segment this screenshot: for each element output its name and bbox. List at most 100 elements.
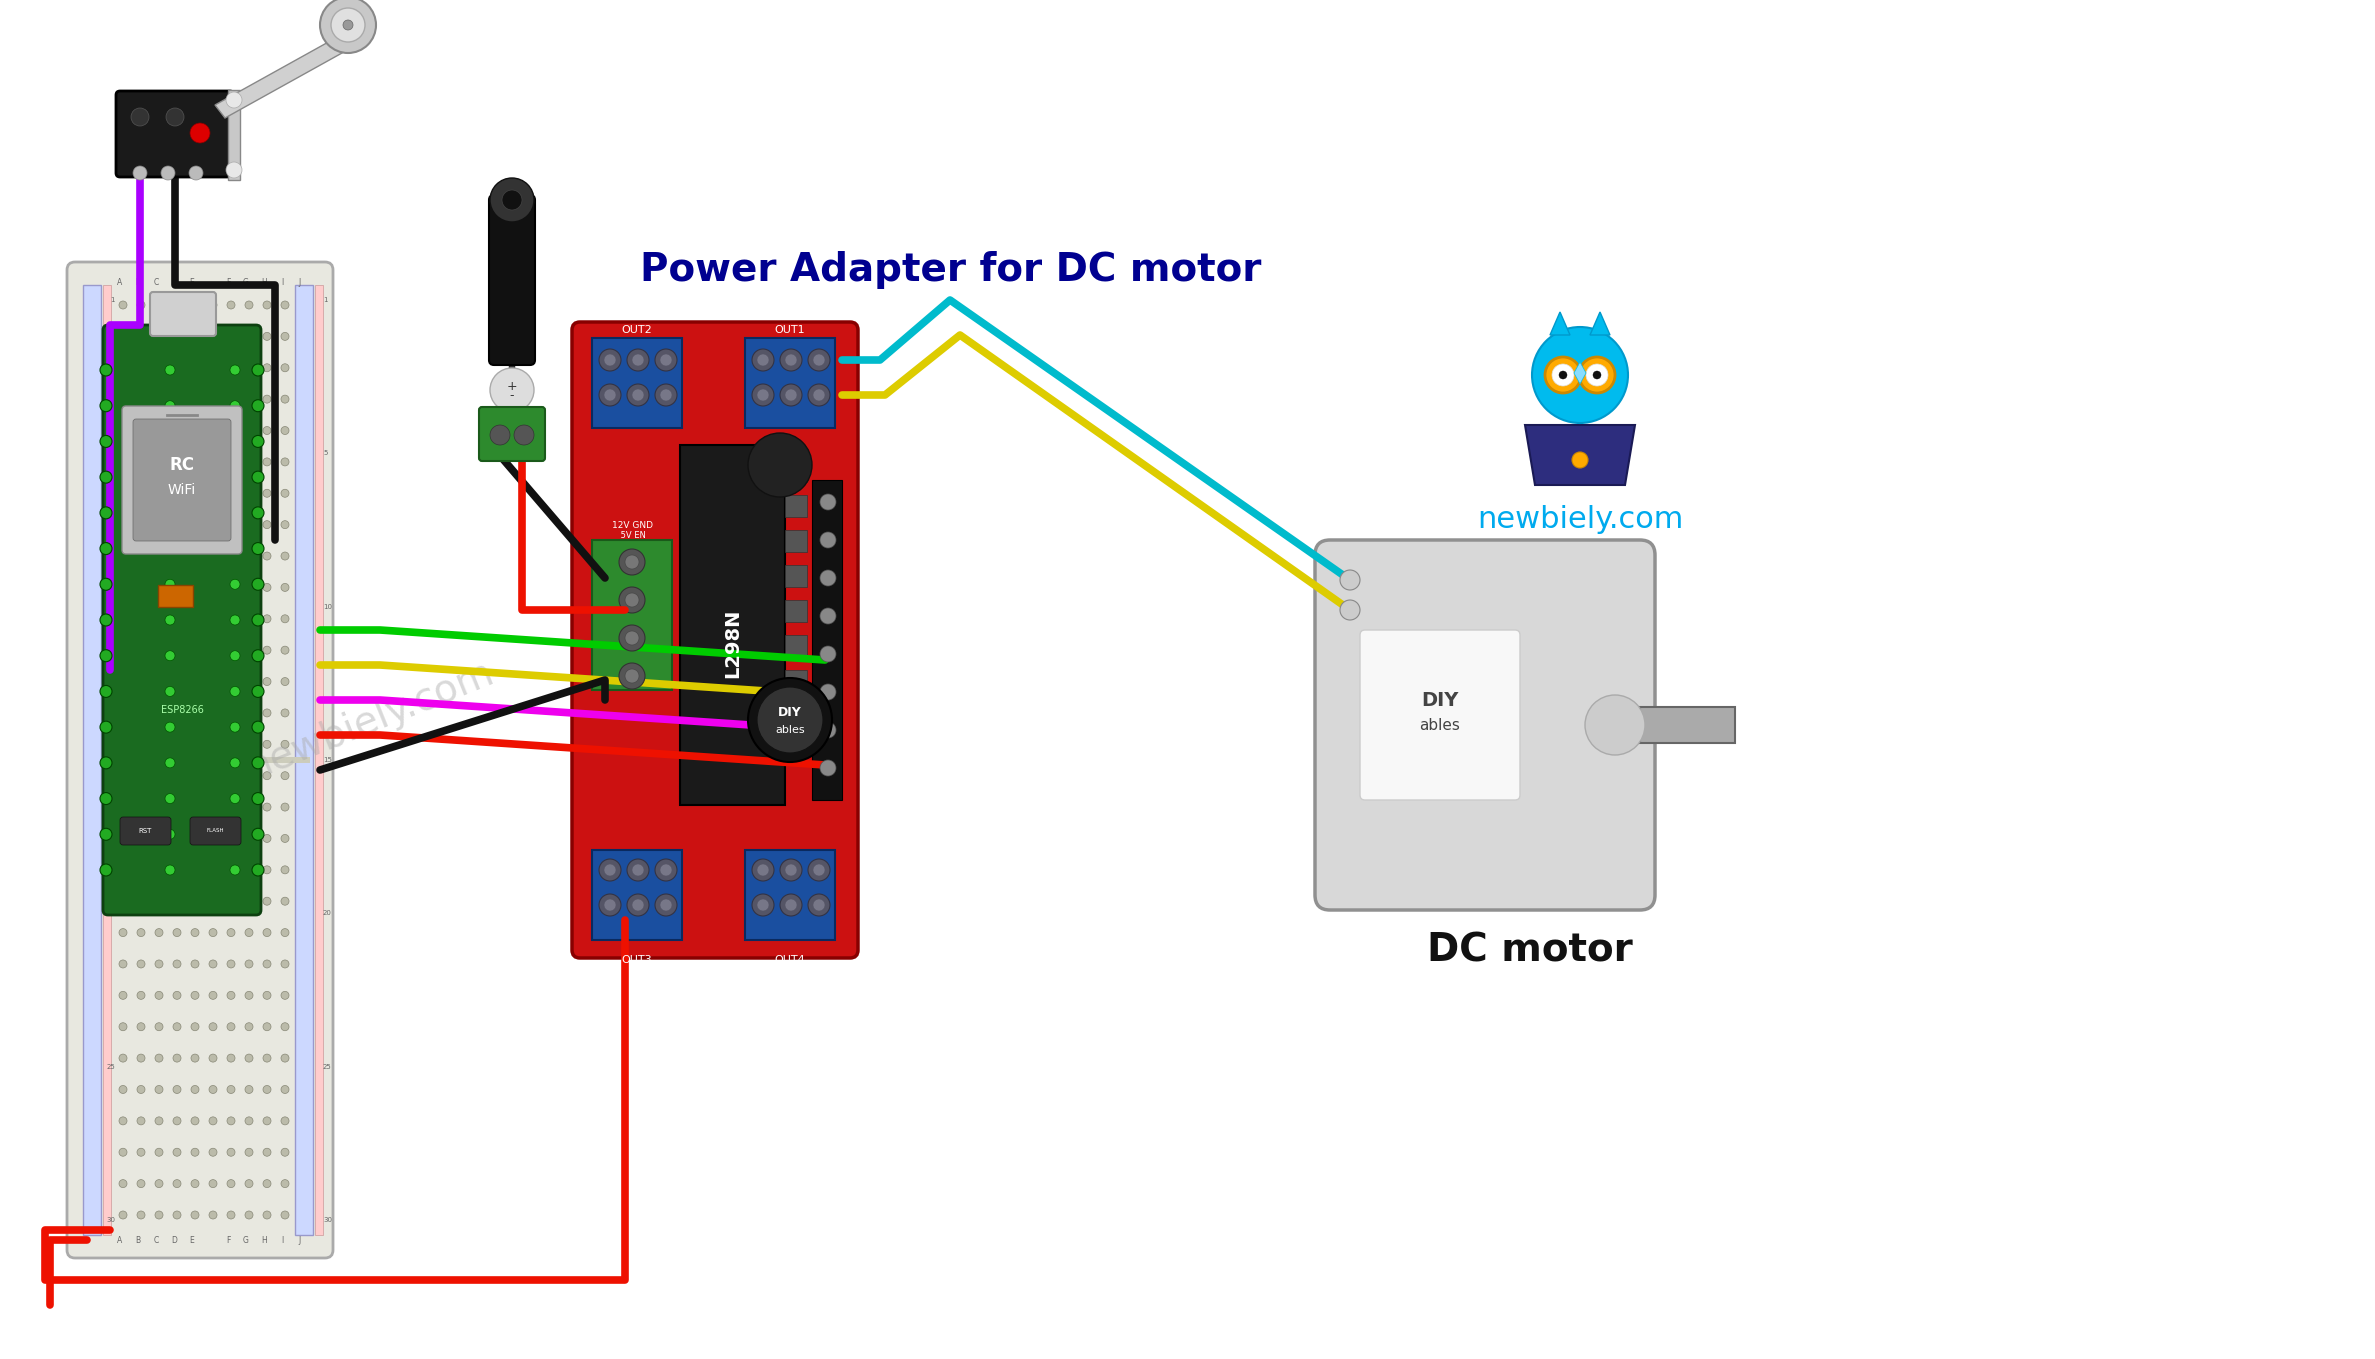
Text: ables: ables <box>774 724 805 735</box>
Circle shape <box>489 425 511 444</box>
Bar <box>591 540 672 690</box>
Circle shape <box>138 928 145 936</box>
Circle shape <box>228 803 235 811</box>
Circle shape <box>1532 328 1627 423</box>
Circle shape <box>228 741 235 749</box>
Text: DC motor: DC motor <box>1427 931 1634 969</box>
Circle shape <box>786 900 798 911</box>
Circle shape <box>119 427 126 435</box>
Circle shape <box>264 1180 271 1188</box>
Bar <box>786 705 808 727</box>
Circle shape <box>138 395 145 404</box>
Circle shape <box>154 959 164 968</box>
Circle shape <box>230 651 240 660</box>
Circle shape <box>173 364 180 372</box>
Circle shape <box>501 190 522 211</box>
Circle shape <box>245 646 254 654</box>
Circle shape <box>209 959 216 968</box>
Circle shape <box>154 1023 164 1030</box>
Circle shape <box>100 685 112 697</box>
Circle shape <box>627 349 648 371</box>
Circle shape <box>489 178 534 222</box>
Circle shape <box>245 1117 254 1125</box>
Circle shape <box>173 1148 180 1157</box>
Circle shape <box>342 20 354 30</box>
Circle shape <box>138 772 145 780</box>
Bar <box>746 338 836 428</box>
Circle shape <box>154 678 164 685</box>
Circle shape <box>264 1117 271 1125</box>
Text: +: + <box>506 379 518 393</box>
Text: DIY: DIY <box>779 707 803 719</box>
Circle shape <box>138 646 145 654</box>
FancyBboxPatch shape <box>572 322 857 958</box>
Circle shape <box>119 333 126 340</box>
Circle shape <box>154 646 164 654</box>
Circle shape <box>656 859 677 881</box>
Text: E: E <box>190 1235 195 1245</box>
Text: E: E <box>190 279 195 287</box>
Circle shape <box>164 864 176 875</box>
Circle shape <box>154 803 164 811</box>
Circle shape <box>228 1148 235 1157</box>
Bar <box>786 601 808 622</box>
Text: 5: 5 <box>323 450 328 457</box>
Circle shape <box>264 395 271 404</box>
Polygon shape <box>1525 425 1634 485</box>
Circle shape <box>245 897 254 905</box>
Text: A: A <box>116 279 123 287</box>
Circle shape <box>252 864 264 877</box>
Circle shape <box>138 583 145 591</box>
Text: DIY: DIY <box>1420 690 1458 709</box>
Circle shape <box>138 458 145 466</box>
Circle shape <box>819 760 836 776</box>
Circle shape <box>264 1023 271 1030</box>
Circle shape <box>173 520 180 529</box>
Circle shape <box>228 489 235 497</box>
Text: 5V EN: 5V EN <box>618 531 646 540</box>
Circle shape <box>190 1023 200 1030</box>
Circle shape <box>119 741 126 749</box>
Circle shape <box>209 333 216 340</box>
Circle shape <box>209 1086 216 1094</box>
Circle shape <box>209 458 216 466</box>
Circle shape <box>190 1180 200 1188</box>
Circle shape <box>245 489 254 497</box>
Circle shape <box>1594 371 1601 379</box>
Circle shape <box>230 758 240 768</box>
Bar <box>159 584 192 607</box>
Circle shape <box>100 579 112 590</box>
Circle shape <box>173 866 180 874</box>
Circle shape <box>1339 569 1361 590</box>
Text: RST: RST <box>138 828 152 834</box>
Circle shape <box>627 385 648 406</box>
Text: 5: 5 <box>112 450 114 457</box>
Circle shape <box>164 366 176 375</box>
Circle shape <box>154 772 164 780</box>
FancyBboxPatch shape <box>102 325 261 915</box>
Circle shape <box>245 552 254 560</box>
Circle shape <box>173 1055 180 1063</box>
Circle shape <box>119 897 126 905</box>
Circle shape <box>228 520 235 529</box>
Bar <box>316 285 323 1235</box>
Circle shape <box>173 427 180 435</box>
Circle shape <box>209 395 216 404</box>
Text: F: F <box>226 279 230 287</box>
Text: Power Adapter for DC motor: Power Adapter for DC motor <box>639 251 1261 289</box>
Circle shape <box>280 583 290 591</box>
Circle shape <box>138 520 145 529</box>
Circle shape <box>154 866 164 874</box>
Circle shape <box>603 353 615 366</box>
Circle shape <box>154 552 164 560</box>
Circle shape <box>209 364 216 372</box>
Circle shape <box>119 1180 126 1188</box>
Circle shape <box>245 1086 254 1094</box>
Circle shape <box>656 349 677 371</box>
Circle shape <box>252 685 264 697</box>
Circle shape <box>264 489 271 497</box>
Text: 20: 20 <box>107 911 114 916</box>
Circle shape <box>228 772 235 780</box>
Circle shape <box>632 900 644 911</box>
Circle shape <box>209 520 216 529</box>
